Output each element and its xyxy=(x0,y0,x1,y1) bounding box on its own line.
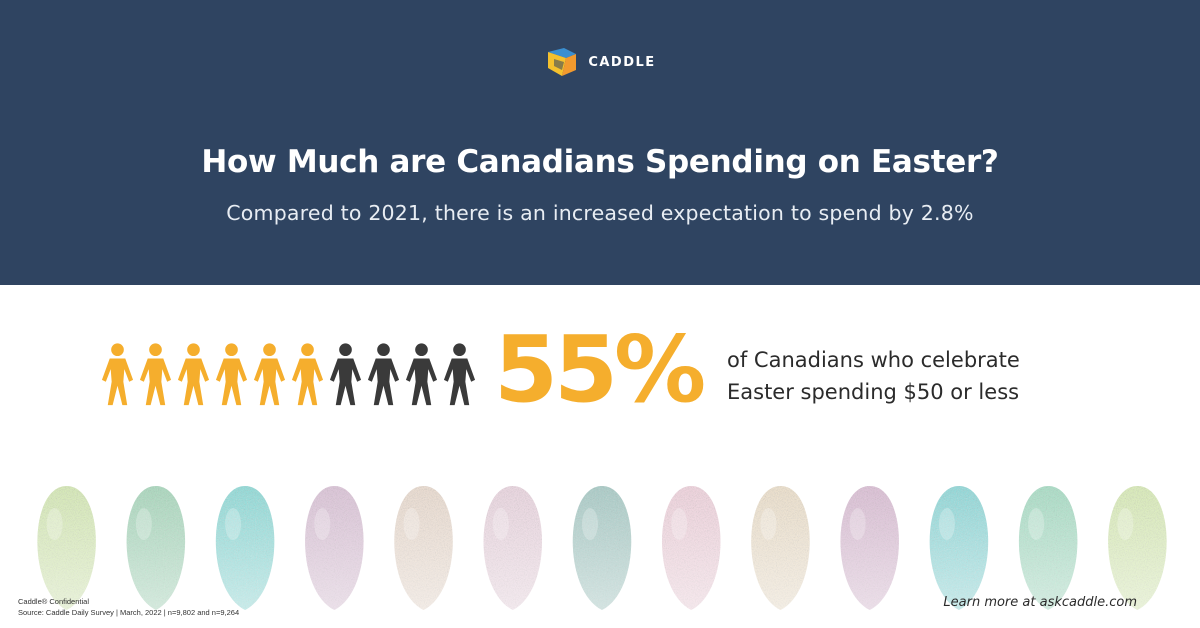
confidential-note: Caddle® Confidential xyxy=(18,597,89,606)
people-icon-row xyxy=(100,342,477,408)
brand-name: CADDLE xyxy=(588,54,656,70)
stat-description-line-1: of Canadians who celebrate xyxy=(727,348,1020,372)
person-icon xyxy=(101,343,134,406)
page-subtitle: Compared to 2021, there is an increased … xyxy=(226,201,974,225)
person-icon xyxy=(405,343,438,406)
source-note: Source: Caddle Daily Survey | March, 202… xyxy=(18,608,240,617)
easter-eggs-row xyxy=(22,484,1182,628)
person-icon xyxy=(139,343,172,406)
stat-percentage: 55% xyxy=(494,316,706,423)
person-icon xyxy=(329,343,362,406)
caddle-logo-icon xyxy=(548,48,577,76)
learn-more-link[interactable]: Learn more at askcaddle.com xyxy=(943,595,1137,610)
person-icon xyxy=(215,343,248,406)
header-banner: CADDLE How Much are Canadians Spending o… xyxy=(0,0,1200,285)
person-icon xyxy=(443,343,476,406)
stat-description: of Canadians who celebrate Easter spendi… xyxy=(727,344,1087,408)
person-icon xyxy=(177,343,210,406)
stat-description-line-2: Easter spending $50 or less xyxy=(727,380,1020,404)
page-title: How Much are Canadians Spending on Easte… xyxy=(201,144,999,180)
person-icon xyxy=(253,343,286,406)
person-icon xyxy=(291,343,324,406)
person-icon xyxy=(367,343,400,406)
brand: CADDLE xyxy=(0,44,1200,80)
